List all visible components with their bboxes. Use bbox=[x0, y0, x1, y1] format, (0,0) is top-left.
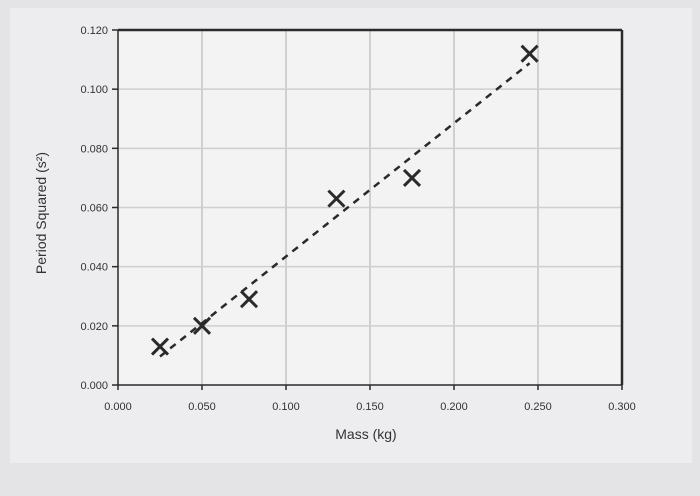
y-tick-label: 0.060 bbox=[80, 203, 108, 215]
y-tick-label: 0.080 bbox=[80, 143, 108, 155]
data-point-stroke bbox=[150, 337, 170, 356]
data-point bbox=[150, 337, 170, 356]
linear-trendline bbox=[159, 62, 531, 358]
data-point bbox=[402, 168, 422, 187]
y-tick-label: 0.120 bbox=[80, 25, 108, 37]
y-tick-label: 0.100 bbox=[80, 84, 108, 96]
x-tick-label: 0.250 bbox=[524, 401, 552, 413]
data-point-stroke bbox=[327, 189, 346, 208]
data-point-stroke bbox=[192, 316, 212, 335]
data-point bbox=[239, 290, 259, 309]
x-tick-label: 0.300 bbox=[608, 401, 636, 413]
x-tick-label: 0.100 bbox=[272, 401, 300, 413]
x-tick-label: 0.050 bbox=[188, 401, 216, 413]
data-points bbox=[150, 44, 539, 356]
data-point bbox=[327, 189, 346, 208]
grid bbox=[118, 30, 622, 385]
x-tick-label: 0.200 bbox=[440, 401, 468, 413]
data-point-stroke bbox=[402, 168, 422, 187]
trendline-layer bbox=[159, 62, 531, 358]
data-point-stroke bbox=[239, 290, 259, 309]
y-axis-title: Period Squared (s²) bbox=[33, 152, 49, 274]
tick-labels: 0.000 0.020 0.040 0.060 0.080 0.100 0.120 0.000… bbox=[80, 25, 635, 413]
y-tick-label: 0.040 bbox=[80, 262, 108, 274]
y-tick-label: 0.020 bbox=[80, 321, 108, 333]
data-point bbox=[520, 44, 539, 63]
y-tick-label: 0.000 bbox=[80, 380, 108, 392]
x-axis-title: Mass (kg) bbox=[335, 426, 396, 442]
data-point bbox=[192, 316, 212, 335]
axes bbox=[112, 28, 624, 390]
x-tick-label: 0.000 bbox=[104, 401, 132, 413]
x-tick-label: 0.150 bbox=[356, 401, 384, 413]
data-point-stroke bbox=[520, 44, 539, 63]
